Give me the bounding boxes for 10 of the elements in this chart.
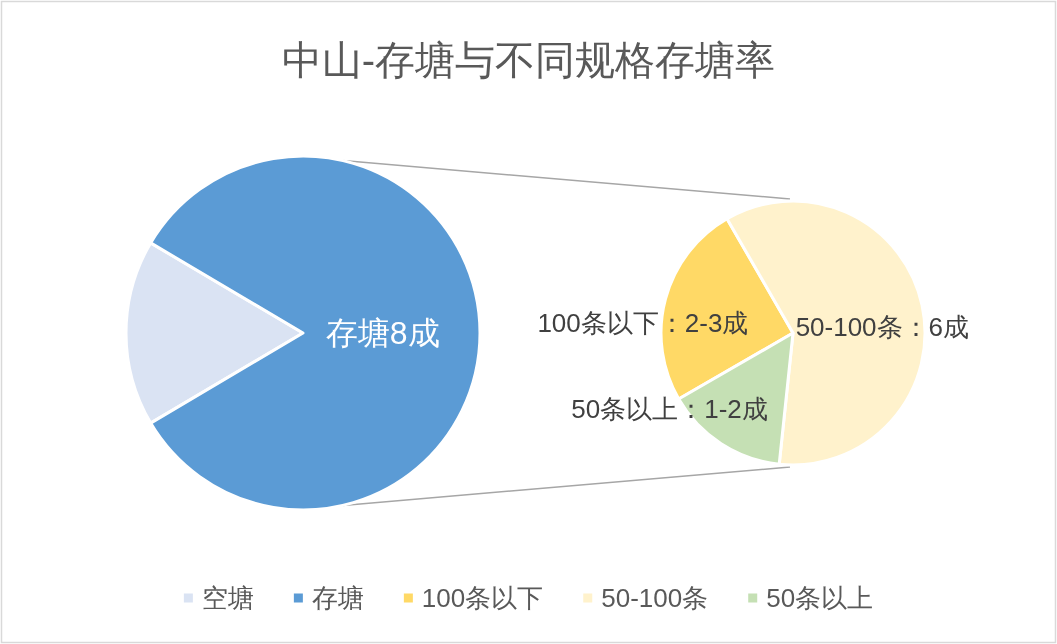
legend-label: 存塘 (311, 583, 364, 613)
data-label: 存塘8成 (325, 315, 440, 351)
legend-label: 空塘 (201, 583, 254, 613)
text: 100条以下：2-3成 (537, 307, 749, 338)
text: 50条以上：1-2成 (571, 394, 768, 425)
legend-label: 50条以上 (766, 583, 874, 613)
chart-title: 中山-存塘与不同规格存塘率 (281, 38, 776, 82)
legend-label: 100条以下 (421, 583, 544, 613)
text: 50-100条：6成 (795, 311, 970, 342)
legend-label: 50-100条 (601, 583, 709, 613)
